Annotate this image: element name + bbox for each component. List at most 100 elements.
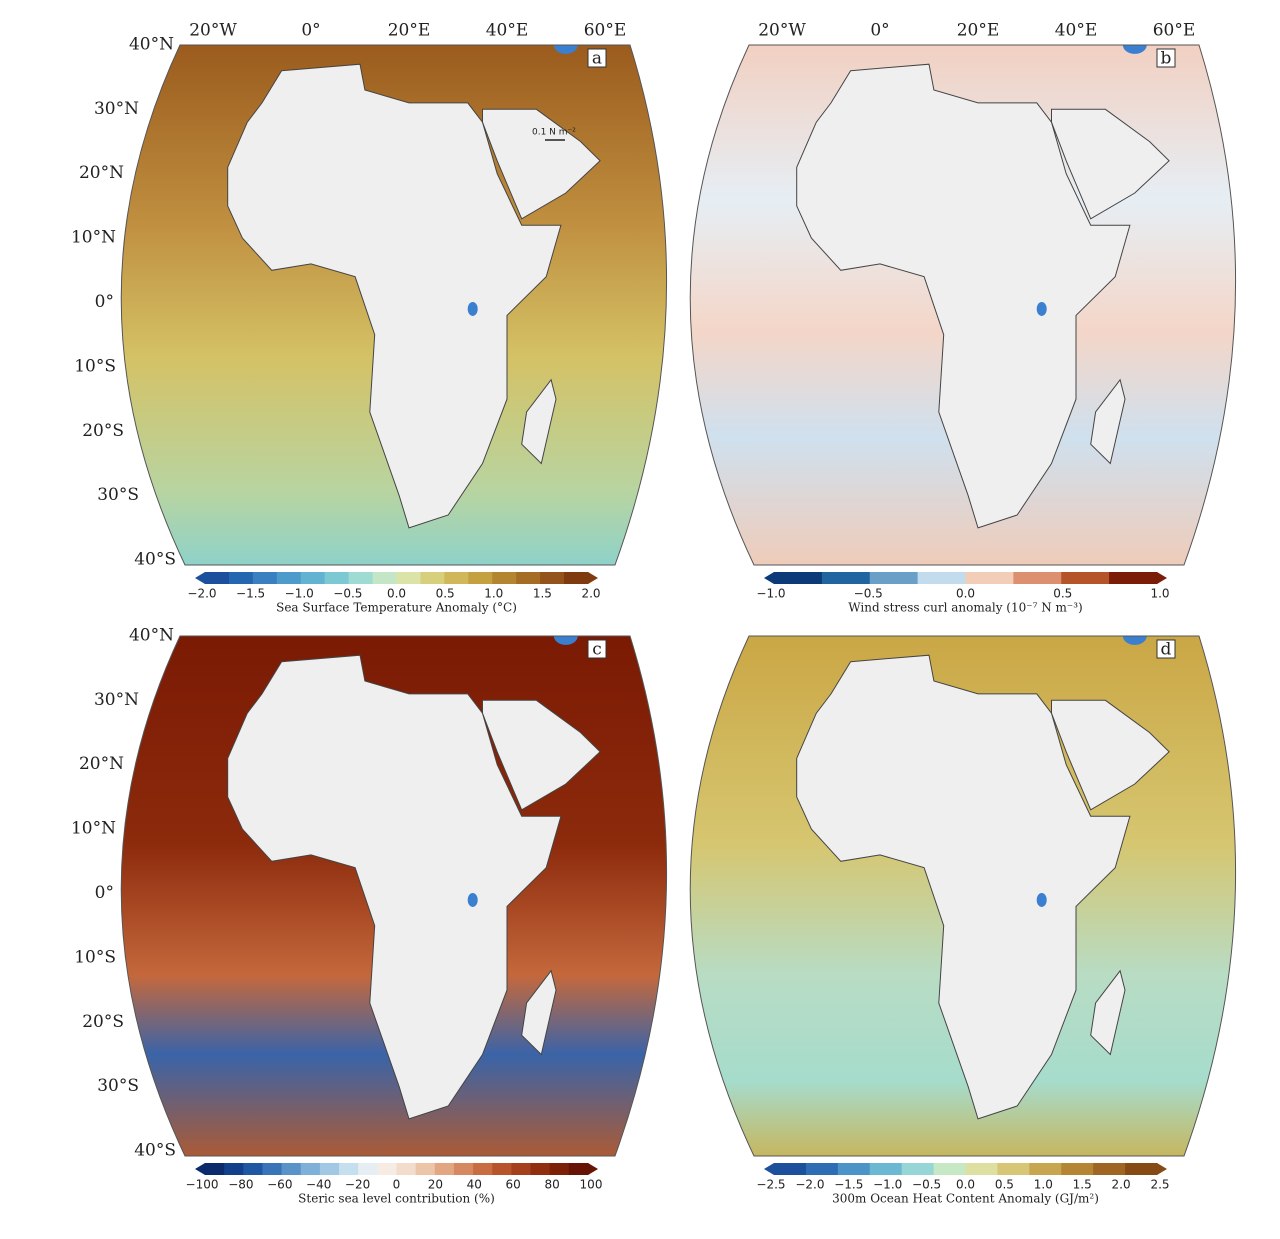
colorbar-tick-label: −80 — [228, 1178, 253, 1192]
colorbar-tick-label: 2.5 — [1150, 1178, 1169, 1192]
colorbar-tick-label: 1.0 — [484, 587, 503, 601]
colorbar-segment — [415, 1163, 436, 1175]
caspian — [1122, 636, 1147, 645]
colorbar-segment — [774, 1163, 807, 1175]
panel-letter-box — [587, 48, 607, 68]
colorbar-segment — [420, 572, 445, 584]
land — [1051, 108, 1170, 220]
colorbar-segment — [358, 1163, 378, 1175]
colorbar-tick-label: −100 — [186, 1178, 219, 1192]
colorbar-segment — [917, 572, 966, 584]
colorbar-segment — [276, 572, 302, 584]
latitude-label: 10°S — [74, 947, 116, 967]
latitude-label: 40°N — [129, 625, 174, 645]
vector-scale-label: 0.1 N m⁻² — [532, 128, 576, 138]
panel-letter: c — [592, 640, 602, 660]
land — [1090, 378, 1126, 465]
colorbar-tick-label: 0.5 — [436, 587, 455, 601]
latitude-label: 10°N — [71, 228, 116, 248]
colorbar-tick-label: −60 — [267, 1178, 292, 1192]
panel-letter-box — [1156, 639, 1176, 659]
colorbar-tick-label: −2.0 — [795, 1178, 824, 1192]
colorbar-tick-label: 1.0 — [1150, 587, 1169, 601]
colorbar-segment — [205, 1163, 225, 1175]
longitude-label: 20°E — [957, 21, 1000, 41]
colorbar-segment — [492, 572, 517, 584]
colorbar-tick-label: −2.5 — [756, 1178, 785, 1192]
colorbar-tick-label: 20 — [428, 1178, 443, 1192]
colorbar-segment — [1013, 572, 1062, 584]
colorbar-end — [1157, 572, 1167, 584]
latitude-label: 0° — [95, 292, 114, 312]
colorbar-end — [195, 572, 205, 584]
colorbar-tick-label: 0.0 — [956, 587, 975, 601]
colorbar-segment — [568, 1163, 589, 1175]
colorbar-title: Steric sea level contribution (%) — [298, 1192, 495, 1206]
colorbar-tick-label: 0 — [393, 1178, 401, 1192]
land — [521, 378, 557, 465]
colorbar-tick-label: −40 — [306, 1178, 331, 1192]
map-panel: b 20°W 0° 20°E 40°E 60°E −1.0 −0.5 0.0 0.5 1.0 Wind… — [689, 21, 1237, 615]
colorbar-title: Sea Surface Temperature Anomaly (°C) — [276, 601, 517, 615]
colorbar-tick-label: 1.0 — [1034, 1178, 1053, 1192]
colorbar-segment — [444, 572, 469, 584]
colorbar-tick-label: 40 — [467, 1178, 482, 1192]
colorbar-segment — [377, 1163, 397, 1175]
colorbar-segment — [965, 1163, 998, 1175]
map-border — [689, 635, 1237, 1157]
colorbar-segment — [396, 1163, 417, 1175]
colorbar-segment — [1109, 572, 1158, 584]
colorbar-segment — [837, 1163, 871, 1175]
land — [227, 63, 562, 529]
colorbar-segment — [228, 572, 254, 584]
colorbar-segment — [549, 1163, 570, 1175]
colorbar-segment — [965, 572, 1014, 584]
land — [482, 699, 601, 811]
colorbar-segment — [372, 572, 397, 584]
colorbar-tick-label: −0.5 — [912, 1178, 941, 1192]
colorbar-end — [764, 572, 774, 584]
colorbar-segment — [869, 1163, 903, 1175]
colorbar-tick-label: −1.5 — [236, 587, 265, 601]
latitude-label: 10°S — [74, 356, 116, 376]
colorbar-segment — [468, 572, 493, 584]
panel-letter: a — [592, 49, 602, 69]
land — [1051, 699, 1170, 811]
colorbar-segment — [901, 1163, 935, 1175]
colorbar-segment — [473, 1163, 493, 1175]
colorbar-tick-label: 0.5 — [995, 1178, 1014, 1192]
panel-letter-box — [1156, 48, 1176, 68]
latitude-label: 40°S — [134, 1141, 176, 1161]
map-border — [689, 44, 1237, 566]
caspian — [553, 636, 578, 645]
colorbar-segment — [1029, 1163, 1062, 1175]
colorbar-end — [588, 1163, 598, 1175]
colorbar-segment — [516, 572, 541, 584]
colorbar-tick-label: −1.0 — [285, 587, 314, 601]
latitude-label: 20°S — [82, 421, 124, 441]
longitude-label: 40°E — [486, 21, 529, 41]
colorbar-tick-label: −0.5 — [333, 587, 362, 601]
land — [227, 654, 562, 1120]
land — [796, 654, 1131, 1120]
colorbar-tick-label: −1.0 — [756, 587, 785, 601]
colorbar-tick-label: 1.5 — [533, 587, 552, 601]
lake — [1036, 892, 1047, 907]
colorbar-segment — [530, 1163, 551, 1175]
latitude-label: 40°N — [129, 34, 174, 54]
colorbar-segment — [933, 1163, 966, 1175]
latitude-label: 30°S — [97, 485, 139, 505]
colorbar-segment — [1093, 1163, 1126, 1175]
colorbar-segment — [205, 572, 230, 584]
colorbar-segment — [319, 1163, 340, 1175]
colorbar-tick-label: 0.5 — [1053, 587, 1072, 601]
colorbar-segment — [281, 1163, 302, 1175]
latitude-label: 30°S — [97, 1076, 139, 1096]
longitude-label: 0° — [870, 21, 889, 41]
longitude-label: 60°E — [584, 21, 627, 41]
colorbar-segment — [805, 1163, 839, 1175]
colorbar-tick-label: 100 — [580, 1178, 603, 1192]
map-border — [120, 635, 668, 1157]
longitude-label: 20°W — [189, 21, 237, 41]
